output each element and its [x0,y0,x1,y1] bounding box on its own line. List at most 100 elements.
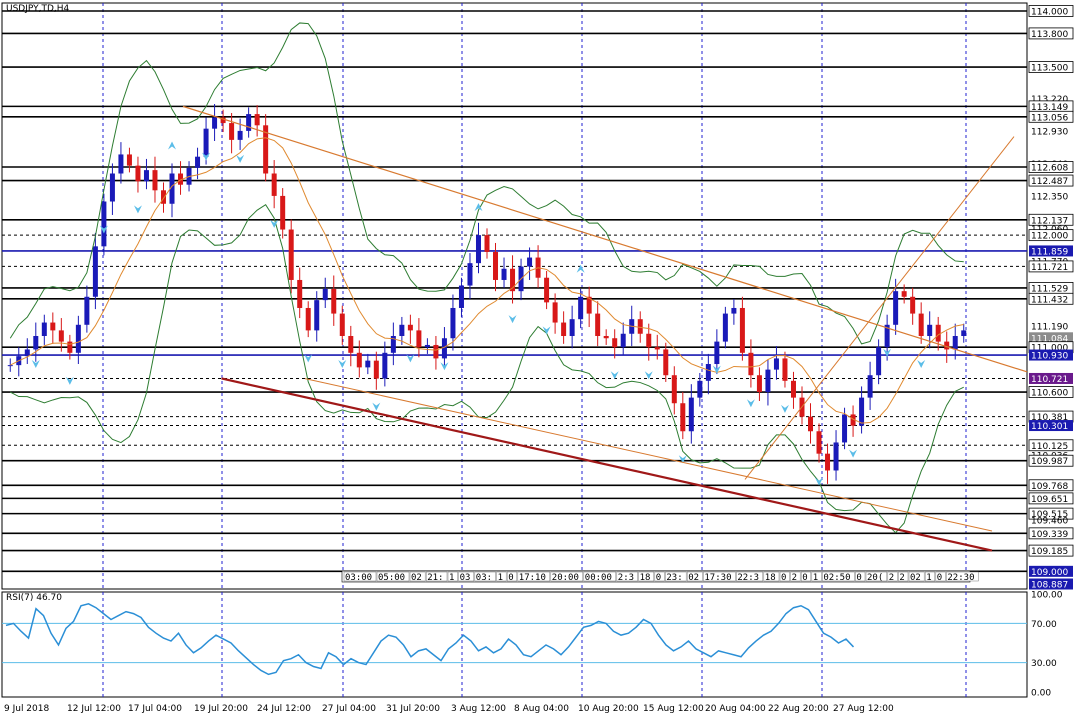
candle-body [424,344,430,348]
candle-body [399,324,405,336]
candle-body [297,279,303,308]
session-box [908,571,925,582]
session-label: 20( [867,573,883,583]
candle-body [143,170,149,182]
candle-body [178,173,184,185]
price-label: 112.000 [1031,232,1068,242]
price-label: 109.460 [1031,516,1068,526]
fractal-arrow [474,203,483,212]
price-label: 109.768 [1031,482,1068,492]
fractal-arrow [133,205,142,214]
candle-body [739,307,745,353]
fractal-arrow [65,376,74,385]
candle-body [458,285,464,308]
candle-body [748,352,754,376]
price-label: 110.381 [1031,413,1068,423]
candle-body [637,319,643,334]
session-label: 0 [781,573,786,583]
candle-body [416,330,422,348]
candle-body [876,347,882,376]
fractal-arrow [576,264,585,273]
fractal-arrow [678,455,687,464]
price-label-box [1029,578,1073,590]
session-label: 2:3 [618,573,634,583]
session-box [811,571,822,582]
session-label: 03: [476,573,492,583]
price-label: 108.887 [1031,581,1068,591]
candle-body [203,128,209,157]
fractal-arrow [304,354,313,363]
session-label: 00:00 [585,573,612,583]
price-label-box [1028,292,1074,305]
price-label-box [1028,544,1074,557]
price-label: 113.220 [1031,95,1068,105]
candle-body [935,324,941,342]
price-label-box [1029,565,1073,577]
session-label: 03:00 [345,573,372,583]
candle-body [663,349,669,376]
candle-body [246,114,252,131]
session-label: 1 [813,573,818,583]
price-label: 111.529 [1031,284,1068,294]
session-box [822,571,855,582]
session-label: 23: [666,573,682,583]
bollinger-upper [9,22,964,345]
candle-body [263,125,269,174]
price-label-box [1028,260,1074,273]
session-box [779,571,790,582]
session-box [887,571,898,582]
fractal-arrow [338,360,347,369]
candle-body [765,369,771,393]
fractal-arrow [270,219,279,228]
session-box [409,571,426,582]
candle-body [75,324,81,353]
candle-body [24,349,30,357]
candle-body [382,352,388,379]
session-label: 18 [640,573,651,583]
trendline-support [221,377,993,552]
candle-body [816,431,822,454]
fractal-arrow [372,402,381,411]
fractal-arrow [542,326,551,335]
candle-body [944,341,950,350]
fractal-arrow [99,225,108,234]
session-box [790,571,801,582]
candle-body [714,341,720,365]
price-label: 111.190 [1031,322,1068,332]
price-frame [1,2,1028,590]
price-label: 112.930 [1031,127,1068,137]
candle-body [450,307,456,339]
price-label: 109.651 [1031,495,1068,505]
price-label: 109.987 [1031,457,1068,467]
price-label: 112.487 [1031,177,1068,187]
price-label: 111.721 [1031,263,1068,273]
fractal-arrow [883,348,892,357]
candle-body [893,291,899,325]
candle-body [510,268,516,292]
candle-body [390,335,396,353]
candle-body [50,322,56,331]
candle-body [84,296,90,325]
time-label: 15 Aug 12:00 [643,704,704,714]
session-box [736,571,764,582]
candle-body [280,195,286,230]
fractal-arrow [610,371,619,380]
price-label-box [1029,245,1073,257]
fractal-arrow [815,477,824,486]
session-box [638,571,655,582]
candle-body [305,307,311,331]
candle-body [101,201,107,247]
session-box [343,571,377,582]
candle-body [842,414,848,443]
time-label: 8 Aug 04:00 [514,704,569,714]
session-label: 1 [498,573,503,583]
candle-body [688,397,694,432]
session-box [583,571,617,582]
session-label: 0 [856,573,861,583]
price-label: 111.084 [1031,334,1068,344]
candle-body [169,173,175,204]
price-label-box [1028,386,1074,398]
fractal-arrow [236,154,245,163]
session-box [425,571,448,582]
